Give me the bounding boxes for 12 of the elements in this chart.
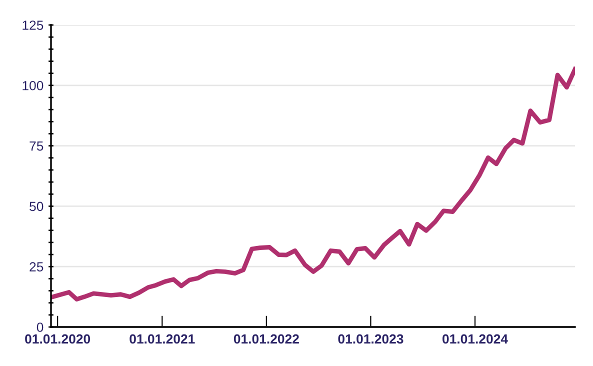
y-tick-label: 50 <box>30 202 44 212</box>
x-tick-label: 01.01.2021 <box>130 334 195 344</box>
y-tick-label: 25 <box>30 262 44 272</box>
x-tick-label: 01.01.2024 <box>442 334 508 344</box>
y-tick-label: 75 <box>30 142 44 151</box>
x-tick-label: 01.01.2020 <box>25 334 90 344</box>
x-tick-label: 01.01.2023 <box>338 334 404 344</box>
line-series <box>51 66 575 302</box>
y-tick-label: 0 <box>36 322 44 332</box>
y-tick-label: 100 <box>22 80 44 90</box>
y-tick-label: 125 <box>22 20 44 30</box>
x-tick-label: 01.01.2022 <box>234 334 299 344</box>
